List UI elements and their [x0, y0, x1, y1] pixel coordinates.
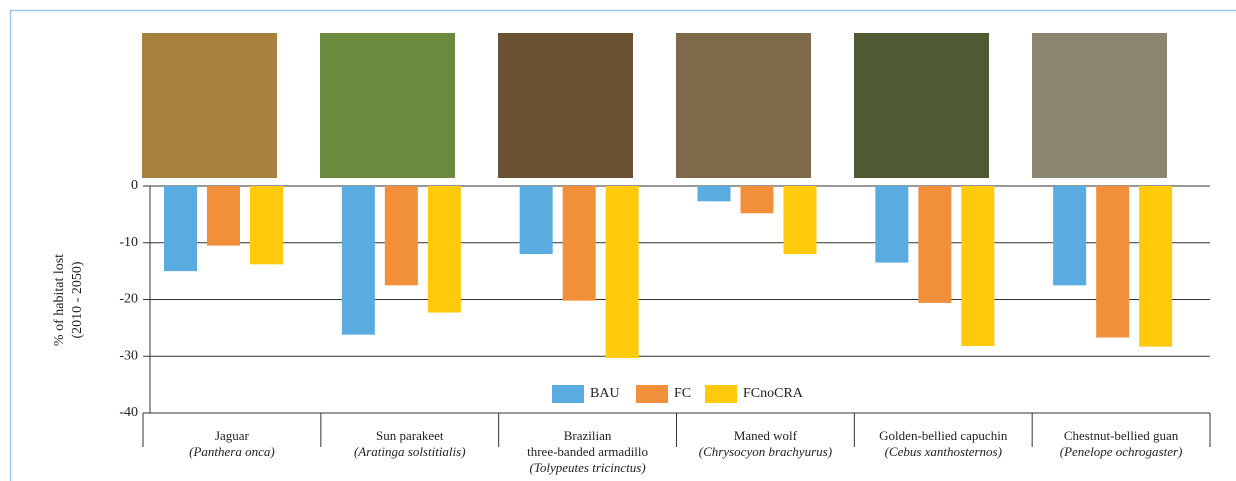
bar — [1096, 186, 1129, 338]
bar — [164, 186, 197, 271]
y-axis-label: % of habitat lost — [52, 254, 67, 346]
y-tick-label: -30 — [119, 348, 138, 363]
bar — [961, 186, 994, 346]
bar — [385, 186, 418, 285]
scientific-name: (Cebus xanthosternos) — [885, 444, 1002, 459]
scientific-name: (Aratinga solstitialis) — [354, 444, 466, 459]
bar — [428, 186, 461, 313]
legend-swatch — [705, 385, 737, 403]
photo-capuchin — [854, 33, 989, 178]
bar — [606, 186, 639, 358]
bar — [784, 186, 817, 254]
legend-label: FC — [674, 386, 691, 401]
bar — [875, 186, 908, 263]
bar — [250, 186, 283, 264]
scientific-name: (Panthera onca) — [189, 444, 275, 459]
x-tick-label: Chestnut-bellied guan — [1064, 428, 1179, 443]
bar — [1139, 186, 1172, 347]
x-tick-label: Golden-bellied capuchin — [879, 428, 1008, 443]
chart: % of habitat lost (2010 - 2050) 0 -10 -20 -… — [0, 0, 1236, 481]
x-tick-label: Sun parakeet — [376, 428, 444, 443]
bar — [207, 186, 240, 246]
bar — [563, 186, 596, 301]
photos — [142, 33, 1167, 178]
bar — [918, 186, 951, 303]
photo-parakeet — [320, 33, 455, 178]
bar — [342, 186, 375, 335]
photo-jaguar — [142, 33, 277, 178]
y-tick-label: -20 — [119, 292, 138, 307]
bar — [1053, 186, 1086, 285]
legend-label: BAU — [590, 386, 620, 401]
x-tick-label: Jaguar — [215, 428, 250, 443]
y-tick-label: 0 — [131, 178, 138, 193]
legend-swatch — [636, 385, 668, 403]
y-tick-label: -40 — [119, 405, 138, 420]
scientific-name: (Chrysocyon brachyurus) — [699, 444, 832, 459]
scientific-name: (Tolypeutes tricinctus) — [530, 460, 646, 475]
bar — [741, 186, 774, 213]
legend-swatch — [552, 385, 584, 403]
bar — [698, 186, 731, 201]
y-tick-label: -10 — [119, 235, 138, 250]
bar — [520, 186, 553, 254]
x-tick-label: Maned wolf — [734, 428, 798, 443]
photo-guan — [1032, 33, 1167, 178]
photo-armadillo — [498, 33, 633, 178]
photo-wolf — [676, 33, 811, 178]
scientific-name: (Penelope ochrogaster) — [1060, 444, 1183, 459]
legend-label: FCnoCRA — [743, 386, 804, 401]
y-axis-label-sub: (2010 - 2050) — [70, 261, 85, 338]
